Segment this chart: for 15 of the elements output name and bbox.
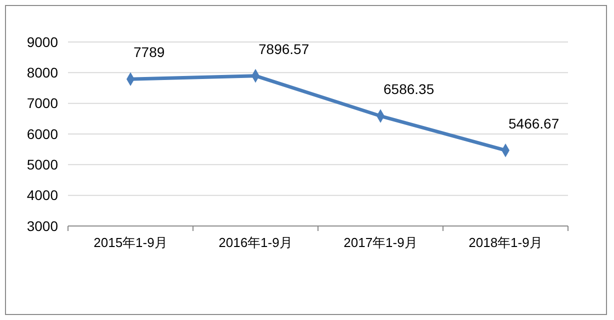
y-tick-label: 7000	[26, 95, 58, 112]
y-tick-label: 6000	[26, 126, 58, 142]
data-label: 5466.67	[508, 115, 560, 132]
x-tick-label: 2015年1-9月	[94, 235, 168, 250]
y-tick-label: 8000	[26, 64, 58, 81]
x-tick-label: 2017年1-9月	[344, 235, 418, 250]
y-tick-label: 4000	[26, 187, 58, 204]
data-label: 7789	[134, 44, 165, 60]
x-tick-label: 2016年1-9月	[218, 235, 292, 250]
y-tick-label: 3000	[26, 218, 58, 234]
y-tick-label: 5000	[26, 156, 58, 173]
data-label: 6586.35	[384, 81, 434, 98]
x-tick-label: 2018年1-9月	[468, 235, 542, 250]
y-tick-label: 9000	[26, 34, 58, 50]
data-label: 7896.57	[258, 40, 310, 57]
